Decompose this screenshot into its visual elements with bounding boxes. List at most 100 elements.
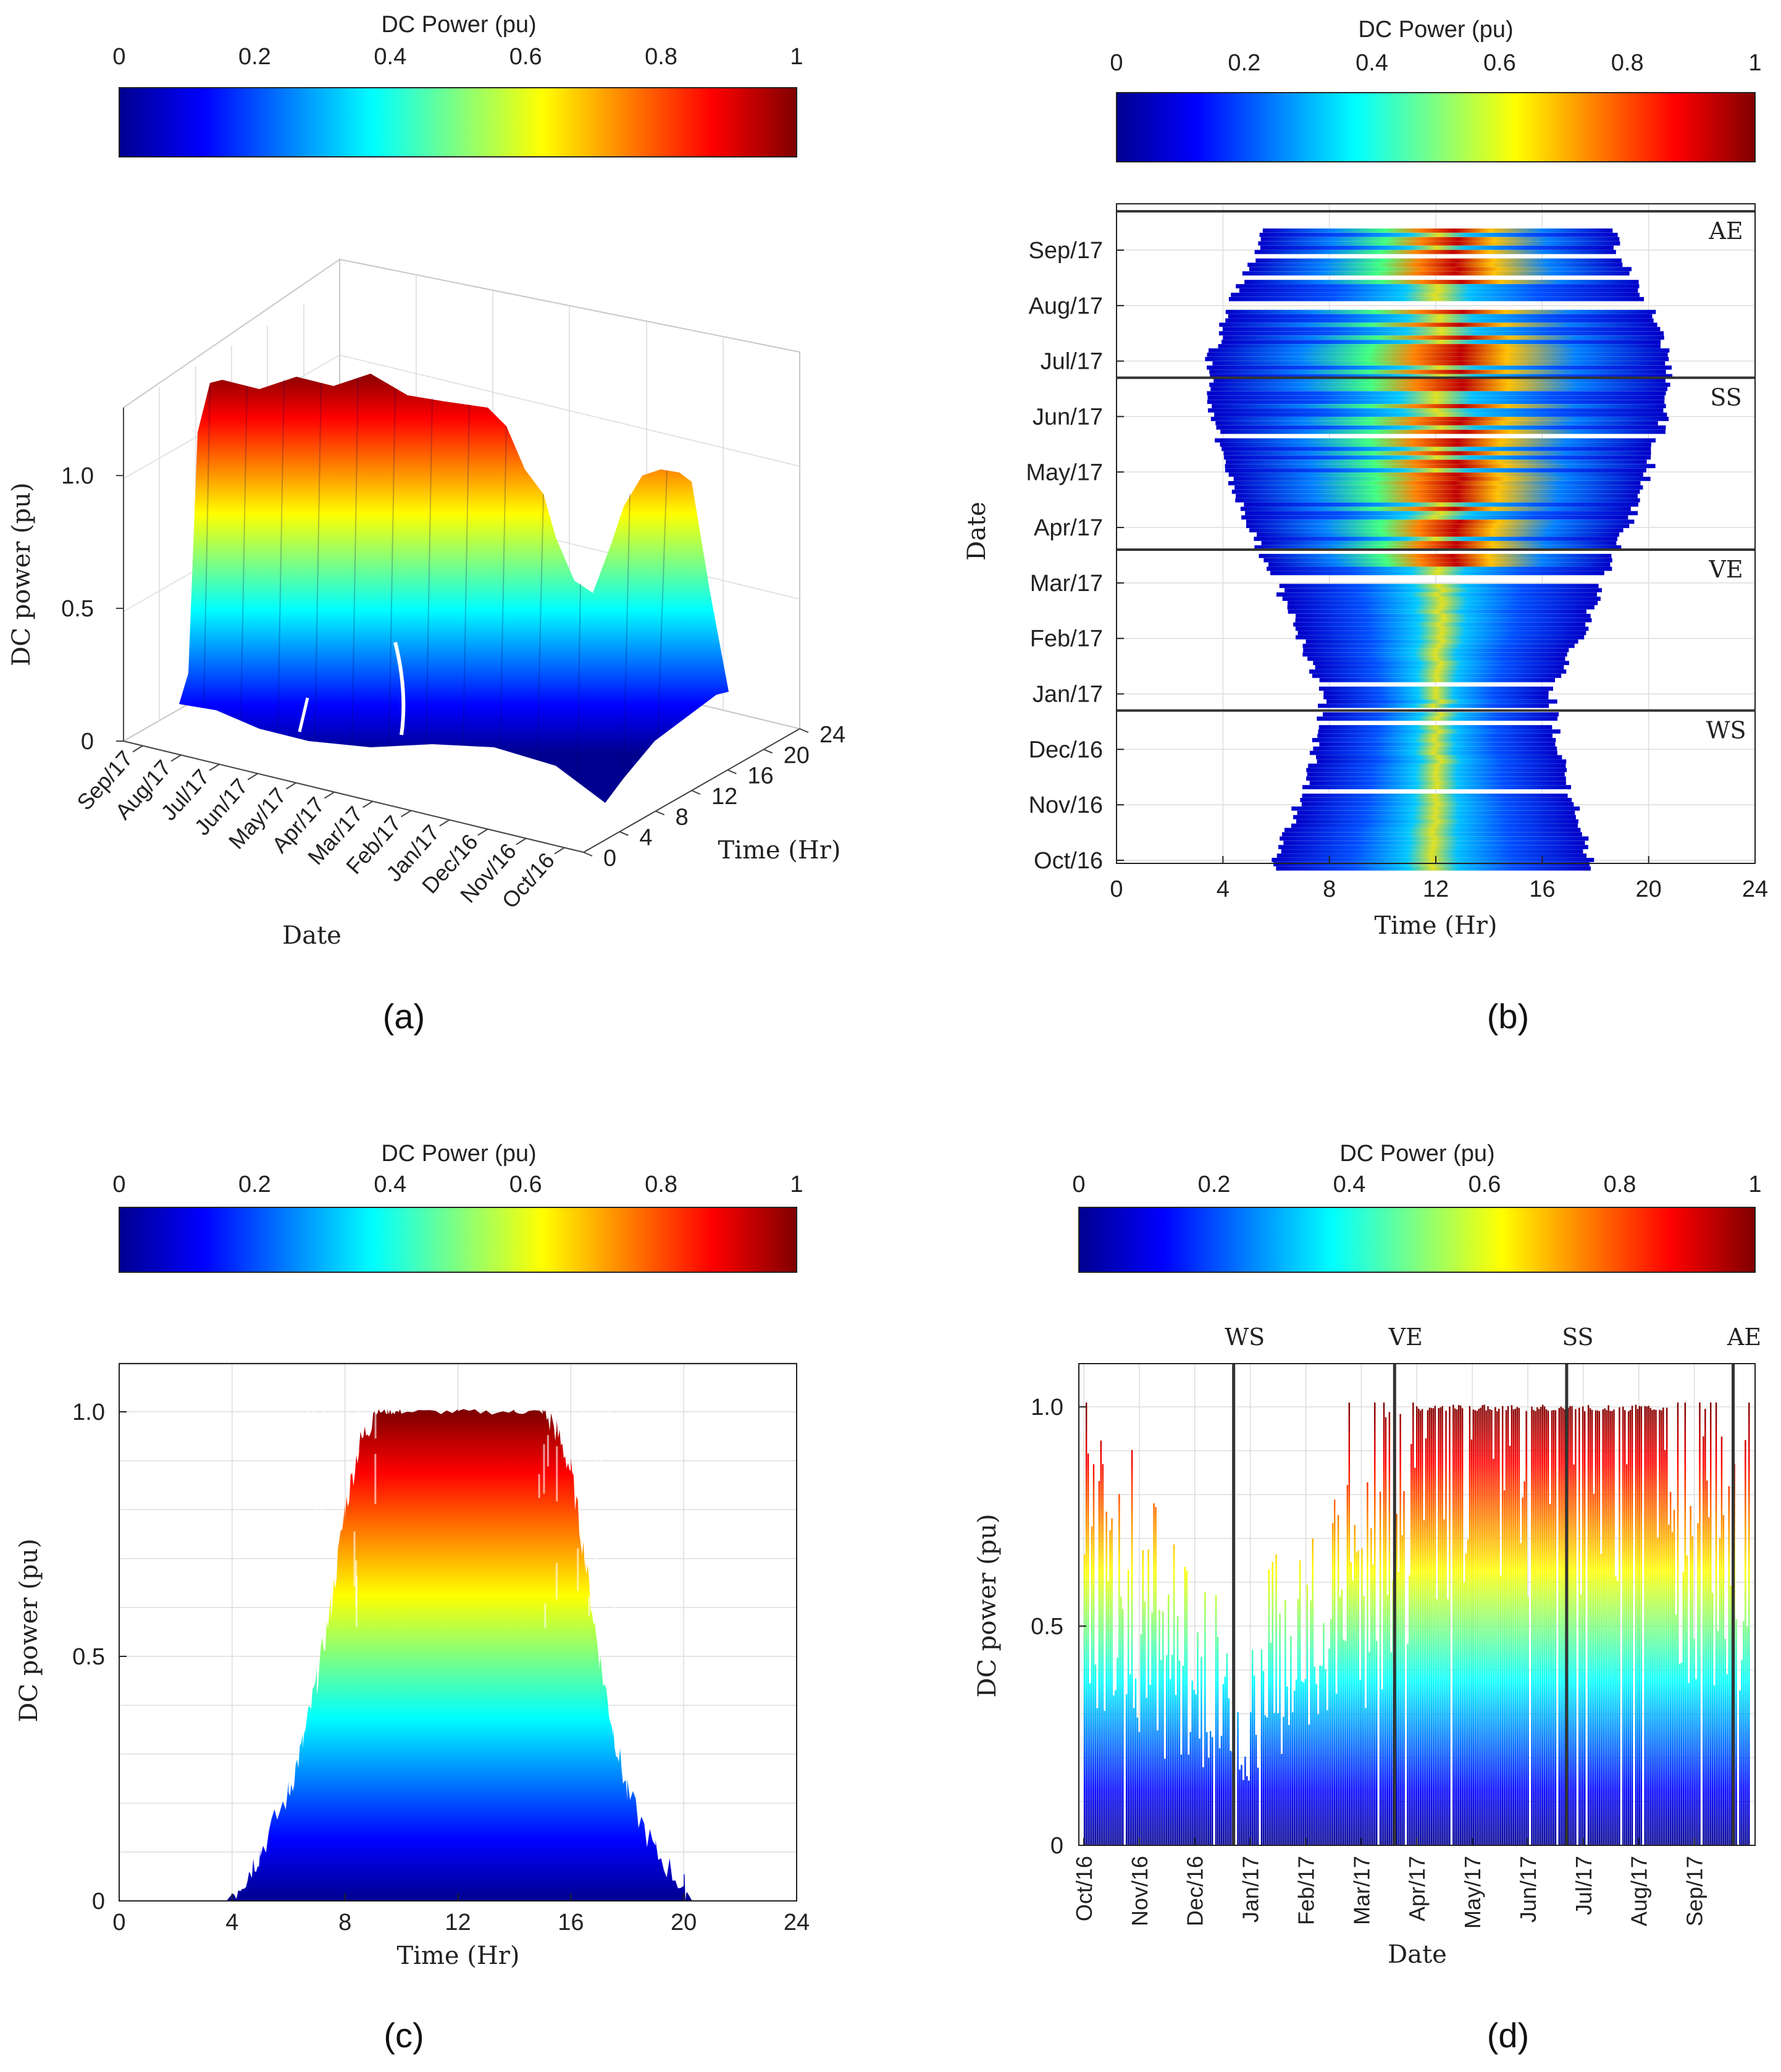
- day-bar: [1551, 1410, 1553, 1845]
- heatmap-row: [1293, 622, 1586, 627]
- x-tick-label: Jun/17: [1515, 1856, 1541, 1923]
- day-bar: [1511, 1405, 1513, 1845]
- heatmap-row: [1318, 725, 1553, 729]
- day-bar: [1480, 1407, 1481, 1845]
- heatmap-row: [1268, 562, 1611, 567]
- colorbar-d: DC Power (pu) 0 0.2 0.4 0.6 0.8 1: [1072, 1141, 1762, 1273]
- surface-gap: [393, 642, 406, 736]
- day-bar: [1745, 1440, 1746, 1845]
- day-bar: [1127, 1569, 1129, 1845]
- day-bar: [1197, 1632, 1199, 1845]
- day-bar: [1175, 1695, 1177, 1845]
- date-tick: [401, 810, 412, 818]
- z-tick-label: 1.0: [61, 463, 94, 489]
- time-tick-label: 24: [819, 722, 845, 748]
- heatmap-row: [1254, 537, 1618, 541]
- day-bar: [1726, 1674, 1728, 1845]
- day-bar: [1270, 1642, 1272, 1845]
- day-bar: [1134, 1679, 1137, 1845]
- day-bar: [1321, 1666, 1323, 1845]
- day-bar: [1481, 1405, 1483, 1845]
- x-tick-label: 12: [1423, 876, 1449, 902]
- time-tick: [583, 852, 593, 857]
- day-bar: [1386, 1595, 1389, 1845]
- heatmap-row: [1276, 592, 1598, 597]
- time-tick-label: 0: [603, 845, 616, 871]
- day-bar: [1715, 1402, 1717, 1845]
- day-bar: [1209, 1730, 1212, 1845]
- x-tick-label: 8: [1323, 876, 1336, 902]
- heatmap-row: [1318, 703, 1549, 708]
- heatmap-row: [1205, 356, 1669, 361]
- day-bar: [1319, 1665, 1321, 1845]
- panel-c: 0 4 8 12 16 20 24 0 0.5 1.0 Time (Hr) DC power (…: [15, 1362, 810, 2055]
- day-bar: [1367, 1482, 1368, 1845]
- heatmap-row: [1319, 742, 1556, 747]
- colorbar-tick-label: 0.4: [1333, 1172, 1366, 1197]
- heatmap-row: [1225, 468, 1646, 472]
- day-bar: [1102, 1464, 1104, 1845]
- day-bar: [1730, 1585, 1732, 1845]
- day-bar: [1302, 1682, 1305, 1845]
- colorbar-tick-label: 0.6: [509, 1172, 542, 1197]
- day-bar: [1339, 1596, 1341, 1845]
- day-bar: [1518, 1407, 1520, 1845]
- day-bar: [1412, 1402, 1414, 1845]
- z-tick-label: 0: [81, 729, 94, 755]
- heatmap-row: [1259, 553, 1612, 558]
- day-bar: [1098, 1480, 1100, 1845]
- day-bar: [1230, 1750, 1231, 1845]
- heatmap-row: [1318, 729, 1561, 734]
- day-bar: [1494, 1407, 1496, 1845]
- colorbar-b: DC Power (pu) 0 0.2 0.4 0.6 0.8 1: [1110, 17, 1762, 162]
- heatmap-row: [1296, 613, 1591, 618]
- day-bar: [1330, 1619, 1332, 1845]
- day-bar: [1117, 1658, 1118, 1845]
- day-bar: [1414, 1467, 1416, 1845]
- x-tick-label: 16: [558, 1910, 584, 1936]
- x-tick-label: Jan/17: [1238, 1856, 1263, 1923]
- panel-a: 00.51.0 Sep/17Aug/17Jul/17Jun/17May/17Ap…: [7, 258, 845, 1036]
- day-bar: [1478, 1409, 1480, 1845]
- heatmap-row: [1218, 331, 1664, 336]
- heatmap-row: [1207, 352, 1668, 357]
- time-axis-label: Time (Hr): [718, 836, 840, 865]
- day-bar: [1166, 1655, 1168, 1845]
- heatmap-row: [1220, 429, 1666, 434]
- day-bar: [1677, 1402, 1679, 1845]
- heatmap-row: [1295, 626, 1589, 631]
- heatmap-row: [1209, 369, 1666, 374]
- y-tick-label: Mar/17: [1030, 571, 1103, 597]
- day-bar: [1118, 1494, 1120, 1845]
- day-bar: [1323, 1623, 1325, 1845]
- heatmap-row: [1262, 228, 1613, 233]
- day-bar: [1224, 1676, 1226, 1845]
- day-bar: [1246, 1776, 1248, 1845]
- day-bar: [1636, 1409, 1639, 1845]
- day-bar: [1509, 1446, 1511, 1845]
- day-bar: [1487, 1406, 1489, 1845]
- heatmap-row: [1281, 849, 1583, 854]
- x-axis-label: Time (Hr): [396, 1942, 519, 1970]
- event-label-ve: VE: [1388, 1323, 1423, 1351]
- heatmap-row: [1255, 258, 1622, 263]
- day-bar: [1596, 1410, 1599, 1845]
- day-bar: [1456, 1409, 1458, 1845]
- x-tick-label: 20: [671, 1910, 697, 1936]
- day-bar: [1622, 1406, 1624, 1845]
- day-bar: [1587, 1405, 1590, 1845]
- day-bar: [1525, 1411, 1527, 1845]
- day-bar: [1583, 1411, 1586, 1845]
- day-bar: [1615, 1576, 1617, 1845]
- day-bar: [1541, 1404, 1544, 1845]
- day-bar: [1441, 1406, 1443, 1845]
- heatmap-row: [1240, 506, 1631, 511]
- day-bar: [1697, 1523, 1699, 1845]
- heatmap-row: [1302, 652, 1567, 657]
- day-bar: [1273, 1713, 1275, 1845]
- day-bar: [1399, 1414, 1401, 1845]
- day-bar: [1226, 1653, 1228, 1845]
- day-bar: [1151, 1613, 1153, 1845]
- day-bar: [1690, 1506, 1691, 1845]
- heatmap-row: [1280, 836, 1589, 841]
